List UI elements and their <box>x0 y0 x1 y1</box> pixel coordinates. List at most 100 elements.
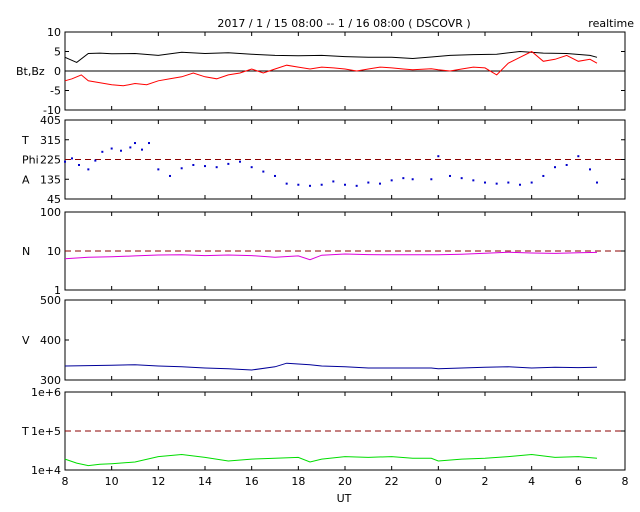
data-point <box>320 183 323 186</box>
data-point <box>460 177 463 180</box>
y-axis-label: N <box>22 245 30 258</box>
data-point <box>411 178 414 181</box>
x-tick-label: 18 <box>291 475 305 488</box>
data-point <box>507 181 510 184</box>
data-point <box>239 160 241 163</box>
y-axis-label: T <box>21 425 29 438</box>
data-point <box>227 162 230 165</box>
data-point <box>332 180 335 183</box>
data-point <box>472 179 475 182</box>
data-point <box>542 174 545 177</box>
data-point <box>78 163 80 166</box>
data-point <box>180 167 183 170</box>
series-line-bt <box>64 50 598 63</box>
realtime-label: realtime <box>588 17 634 30</box>
y-tick-label: 1 <box>54 284 61 297</box>
y-axis-label: A <box>22 173 30 186</box>
data-point <box>262 170 265 173</box>
x-tick-label: 14 <box>198 475 212 488</box>
x-tick-label: 10 <box>105 475 119 488</box>
y-tick-label: -10 <box>43 104 61 117</box>
y-axis-label: V <box>22 334 30 347</box>
y-tick-label: 5 <box>54 46 61 59</box>
y-tick-label: 300 <box>40 374 61 387</box>
data-point <box>274 174 276 177</box>
chart-title: 2017 / 1 / 15 08:00 -- 1 / 16 08:00 ( DS… <box>217 17 470 30</box>
data-point <box>169 174 171 177</box>
data-point <box>530 181 533 184</box>
data-point <box>71 157 73 160</box>
y-tick-label: 1e+5 <box>31 425 61 438</box>
data-point <box>437 155 440 158</box>
x-tick-label: 16 <box>245 475 259 488</box>
data-point <box>192 163 195 166</box>
data-point <box>390 179 393 182</box>
series-line-n <box>64 251 598 261</box>
data-point <box>344 183 346 186</box>
data-point <box>215 166 218 169</box>
data-point <box>101 150 104 153</box>
data-point <box>355 184 358 187</box>
data-point <box>484 181 486 184</box>
x-tick-label: 22 <box>385 475 399 488</box>
x-tick-label: 12 <box>151 475 165 488</box>
x-tick-label: 6 <box>575 475 582 488</box>
data-point <box>204 165 206 168</box>
y-tick-label: 315 <box>40 134 61 147</box>
y-tick-label: 10 <box>47 245 61 258</box>
x-tick-label: 8 <box>622 475 629 488</box>
y-axis-label: T <box>21 134 29 147</box>
panel-mag: 10 5 0 -5 -10 Bt,Bz <box>16 26 626 117</box>
data-point <box>157 168 160 171</box>
y-tick-label: 500 <box>40 294 61 307</box>
data-point <box>596 181 598 184</box>
y-tick-label: 225 <box>40 154 61 167</box>
y-tick-label: 10 <box>47 26 61 39</box>
data-point <box>589 168 591 171</box>
chart-panels: 10 5 0 -5 -10 Bt,Bz 405 315 225 135 45 T Phi A 100 10 1 N… <box>16 26 626 477</box>
data-point <box>519 183 521 186</box>
y-tick-label: -5 <box>50 85 61 98</box>
data-point <box>285 182 288 185</box>
data-point <box>495 182 498 185</box>
series-line-bz <box>64 50 598 87</box>
y-tick-label: 1e+4 <box>31 464 61 477</box>
x-tick-label: 4 <box>528 475 535 488</box>
panel-temp: 405 315 225 135 45 T Phi A <box>21 114 626 206</box>
y-tick-label: 405 <box>40 114 61 127</box>
data-point <box>577 155 580 158</box>
y-axis-label: Bt,Bz <box>16 65 45 78</box>
data-point <box>110 147 113 150</box>
series-line-t <box>64 453 598 467</box>
y-tick-label: 100 <box>40 206 61 219</box>
data-point <box>64 160 66 163</box>
y-tick-label: 0 <box>54 65 61 78</box>
data-point <box>141 148 143 151</box>
data-point <box>134 142 136 145</box>
y-axis-label: Phi <box>22 154 39 167</box>
data-point <box>250 166 253 169</box>
data-point <box>94 159 97 162</box>
x-tick-label: 20 <box>338 475 352 488</box>
data-point <box>402 177 405 180</box>
x-tick-label: 0 <box>435 475 442 488</box>
data-point <box>430 178 433 181</box>
y-tick-label: 45 <box>47 193 61 206</box>
data-point <box>367 181 370 184</box>
x-tick-label: 8 <box>62 475 69 488</box>
data-point <box>129 146 132 149</box>
data-point <box>120 149 122 152</box>
data-point <box>554 166 556 169</box>
x-axis-label: UT <box>337 492 352 505</box>
data-point <box>379 182 381 185</box>
y-tick-label: 1e+6 <box>31 386 61 399</box>
x-tick-label: 2 <box>482 475 489 488</box>
y-tick-label: 400 <box>40 334 61 347</box>
data-point <box>565 163 568 166</box>
data-point <box>297 183 300 186</box>
panel-density: 100 10 1 N <box>22 206 626 297</box>
data-point <box>309 184 311 187</box>
data-point <box>449 174 451 177</box>
panel-speed: 500 400 300 V <box>22 294 626 387</box>
